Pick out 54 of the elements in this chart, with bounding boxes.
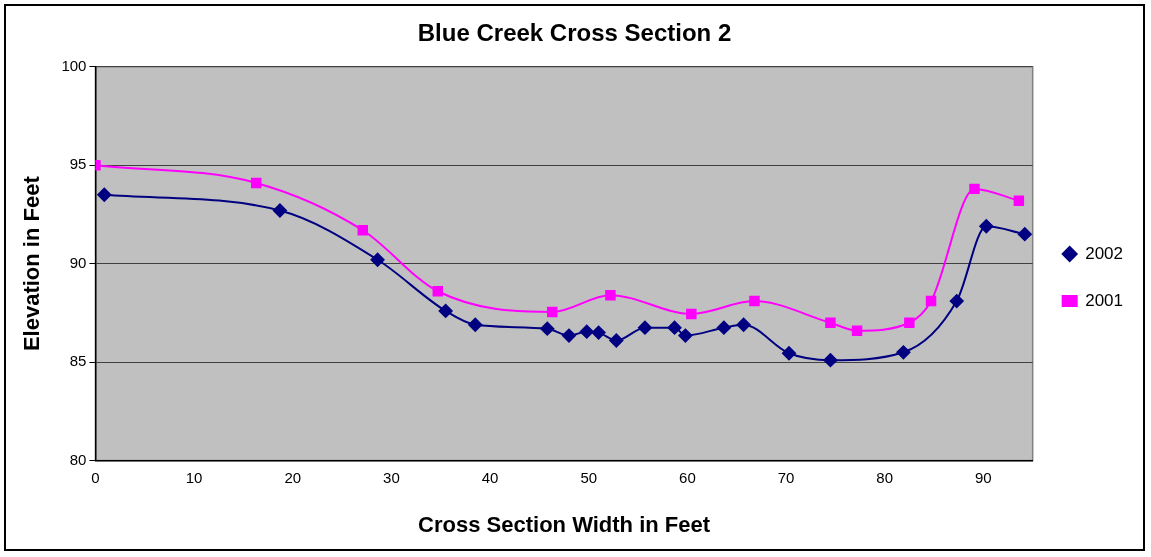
legend-label: 2001 (1085, 290, 1124, 310)
legend-label: 2002 (1085, 243, 1124, 263)
point (1017, 227, 1032, 242)
x-tick-label: 40 (481, 468, 499, 486)
point (782, 346, 796, 361)
x-tick-label: 10 (185, 468, 203, 486)
point (678, 328, 693, 343)
point (540, 321, 555, 336)
x-tick-label: 50 (580, 468, 598, 486)
point (825, 317, 836, 329)
point (1013, 195, 1025, 206)
point (605, 289, 616, 301)
x-tick-label: 60 (679, 468, 696, 486)
point (896, 345, 911, 360)
y-axis-title: Elevation in Feet (19, 175, 45, 352)
point (736, 317, 751, 332)
y-tick-label: 90 (69, 253, 87, 271)
point (949, 294, 964, 309)
point (370, 252, 385, 267)
x-axis-title: Cross Section Width in Feet (418, 511, 711, 537)
point (561, 328, 576, 343)
point (749, 295, 760, 307)
point (686, 308, 697, 320)
y-tick-label: 85 (69, 352, 87, 370)
point (251, 177, 262, 189)
point (272, 203, 287, 218)
point (979, 219, 994, 234)
point (925, 295, 937, 307)
x-tick-label: 0 (91, 468, 100, 486)
point (667, 320, 682, 335)
point (468, 317, 483, 332)
y-tick-label: 95 (69, 155, 87, 173)
point (851, 325, 863, 336)
y-tick-label: 100 (61, 56, 87, 74)
chart-title: Blue Creek Cross Section 2 (417, 19, 732, 47)
x-tick-label: 80 (876, 468, 894, 486)
point (969, 183, 980, 195)
point (438, 303, 453, 318)
point (591, 325, 606, 340)
point (432, 286, 444, 297)
x-tick-label: 30 (383, 468, 400, 486)
point (357, 224, 369, 236)
x-tick-label: 70 (777, 468, 795, 486)
y-tick-label: 80 (69, 450, 87, 468)
point (716, 320, 731, 335)
point (637, 320, 652, 335)
point (904, 317, 915, 329)
x-tick-label: 20 (284, 468, 302, 486)
point (97, 187, 112, 202)
point (823, 353, 838, 368)
point (546, 306, 558, 318)
point (579, 324, 594, 339)
point (609, 333, 624, 348)
x-tick-label: 90 (975, 468, 992, 486)
